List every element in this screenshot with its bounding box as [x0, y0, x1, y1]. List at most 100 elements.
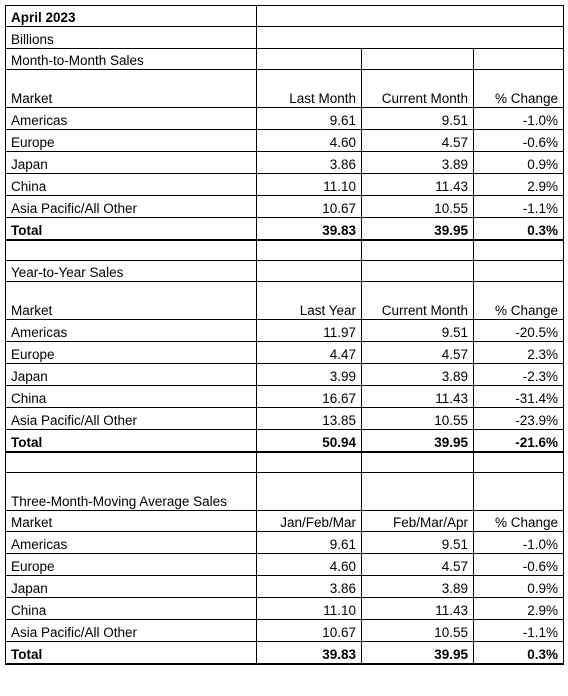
- empty-cell: [473, 451, 564, 473]
- value-cell: 4.57: [361, 129, 474, 152]
- table-row: Japan 3.99 3.89 -2.3%: [5, 363, 564, 386]
- table-row: Japan 3.86 3.89 0.9%: [5, 575, 564, 598]
- value-cell: 4.57: [361, 341, 474, 364]
- table-row: Americas 9.61 9.51 -1.0%: [5, 531, 564, 554]
- empty-cell: [256, 260, 362, 282]
- total-value: 0.3%: [473, 641, 564, 665]
- column-header: Feb/Mar/Apr: [361, 510, 474, 532]
- total-value: 0.3%: [473, 217, 564, 241]
- value-cell: -1.0%: [473, 531, 564, 554]
- market-name: China: [5, 597, 257, 620]
- value-cell: 2.3%: [473, 341, 564, 364]
- value-cell: -1.1%: [473, 619, 564, 642]
- value-cell: 3.89: [361, 363, 474, 386]
- sales-table: April 2023 Billions Month-to-Month Sales Ma…: [5, 5, 564, 665]
- market-name: Asia Pacific/All Other: [5, 619, 257, 642]
- value-cell: 9.61: [256, 107, 362, 130]
- table-row: Asia Pacific/All Other 10.67 10.55 -1.1%: [5, 195, 564, 218]
- empty-cell: [361, 260, 474, 282]
- value-cell: 3.86: [256, 575, 362, 598]
- column-header: Current Month: [361, 281, 474, 320]
- empty-cell: [256, 26, 564, 49]
- market-name: China: [5, 173, 257, 196]
- column-header: % Change: [473, 281, 564, 320]
- total-label: Total: [5, 641, 257, 665]
- table-row: Europe 4.60 4.57 -0.6%: [5, 129, 564, 152]
- value-cell: 9.51: [361, 531, 474, 554]
- value-cell: -0.6%: [473, 553, 564, 576]
- market-name: Japan: [5, 363, 257, 386]
- section-title-row: Month-to-Month Sales: [5, 48, 564, 70]
- value-cell: -20.5%: [473, 319, 564, 342]
- empty-cell: [473, 260, 564, 282]
- column-header: Market: [5, 281, 257, 320]
- table-row: Europe 4.47 4.57 2.3%: [5, 341, 564, 364]
- market-name: China: [5, 385, 257, 408]
- value-cell: 11.43: [361, 173, 474, 196]
- column-header: Current Month: [361, 69, 474, 108]
- value-cell: 16.67: [256, 385, 362, 408]
- total-value: 39.95: [361, 429, 474, 453]
- market-name: Europe: [5, 553, 257, 576]
- table-row: Asia Pacific/All Other 10.67 10.55 -1.1%: [5, 619, 564, 642]
- empty-cell: [5, 451, 257, 473]
- total-value: 39.83: [256, 641, 362, 665]
- value-cell: -1.1%: [473, 195, 564, 218]
- total-value: 39.95: [361, 641, 474, 665]
- spacer-row: [5, 451, 564, 473]
- value-cell: 4.57: [361, 553, 474, 576]
- market-name: Japan: [5, 575, 257, 598]
- empty-cell: [256, 48, 362, 70]
- section-title: Three-Month-Moving Average Sales: [5, 472, 257, 511]
- column-header: Jan/Feb/Mar: [256, 510, 362, 532]
- section-title: Year-to-Year Sales: [5, 260, 257, 282]
- units-label: Billions: [5, 26, 257, 49]
- value-cell: 11.97: [256, 319, 362, 342]
- value-cell: 3.89: [361, 151, 474, 174]
- value-cell: 11.10: [256, 597, 362, 620]
- section-title-row: Three-Month-Moving Average Sales: [5, 472, 564, 511]
- report-title: April 2023: [5, 5, 257, 27]
- total-value: -21.6%: [473, 429, 564, 453]
- table-row: China 16.67 11.43 -31.4%: [5, 385, 564, 408]
- empty-cell: [473, 472, 564, 511]
- column-header: % Change: [473, 69, 564, 108]
- market-name: Japan: [5, 151, 257, 174]
- value-cell: 10.55: [361, 195, 474, 218]
- value-cell: 2.9%: [473, 173, 564, 196]
- table-row: Americas 9.61 9.51 -1.0%: [5, 107, 564, 130]
- value-cell: 10.67: [256, 195, 362, 218]
- table-row: Europe 4.60 4.57 -0.6%: [5, 553, 564, 576]
- value-cell: 9.51: [361, 107, 474, 130]
- table-row: Americas 11.97 9.51 -20.5%: [5, 319, 564, 342]
- table-row: Asia Pacific/All Other 13.85 10.55 -23.9%: [5, 407, 564, 430]
- empty-cell: [256, 239, 362, 261]
- market-name: Europe: [5, 341, 257, 364]
- value-cell: 0.9%: [473, 151, 564, 174]
- value-cell: 11.10: [256, 173, 362, 196]
- total-value: 39.83: [256, 217, 362, 241]
- spacer-row: [5, 239, 564, 261]
- value-cell: 9.51: [361, 319, 474, 342]
- empty-cell: [361, 472, 474, 511]
- total-label: Total: [5, 429, 257, 453]
- market-name: Asia Pacific/All Other: [5, 195, 257, 218]
- market-name: Americas: [5, 319, 257, 342]
- market-name: Asia Pacific/All Other: [5, 407, 257, 430]
- value-cell: -0.6%: [473, 129, 564, 152]
- empty-cell: [361, 239, 474, 261]
- value-cell: 10.67: [256, 619, 362, 642]
- column-header: Last Month: [256, 69, 362, 108]
- section-title-row: Year-to-Year Sales: [5, 260, 564, 282]
- value-cell: 3.86: [256, 151, 362, 174]
- empty-cell: [473, 239, 564, 261]
- total-label: Total: [5, 217, 257, 241]
- total-row: Total 50.94 39.95 -21.6%: [5, 429, 564, 453]
- empty-cell: [361, 451, 474, 473]
- value-cell: 4.60: [256, 129, 362, 152]
- column-header-row: Market Last Year Current Month% Change: [5, 281, 564, 320]
- total-row: Total 39.83 39.95 0.3%: [5, 217, 564, 241]
- value-cell: 13.85: [256, 407, 362, 430]
- units-row: Billions: [5, 26, 564, 49]
- empty-cell: [256, 5, 564, 27]
